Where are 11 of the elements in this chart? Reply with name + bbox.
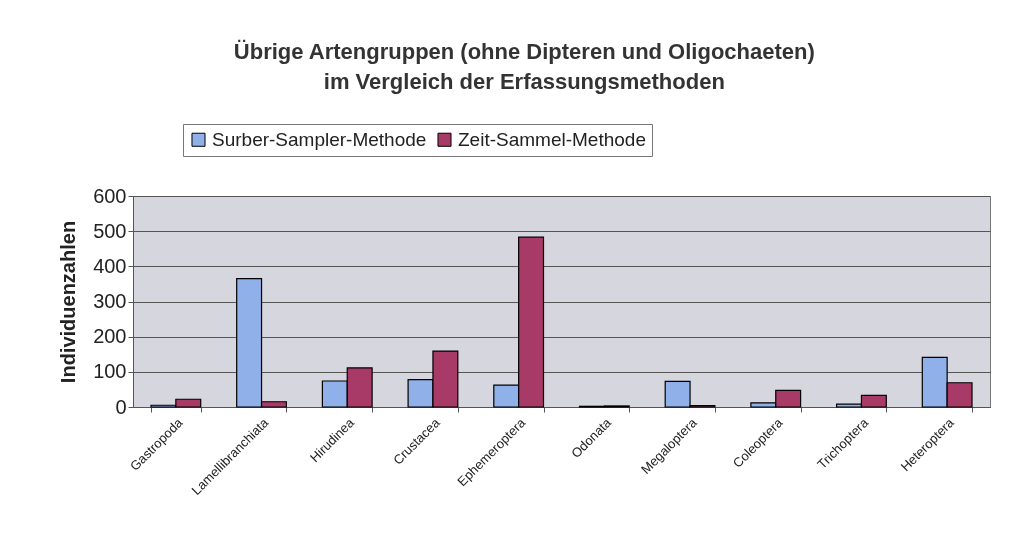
legend-label: Surber-Sampler-Methode [212, 128, 427, 150]
y-tick-label: 400 [93, 254, 127, 277]
y-tick-label: 200 [93, 325, 127, 348]
legend-label: Zeit-Sammel-Methode [458, 128, 646, 150]
y-tick-label: 300 [93, 290, 127, 312]
chart-title: Übrige Artengruppen (ohne Dipteren und Oligochaeten) im Vergleich der Erfassungsmethoden [233, 38, 815, 94]
y-tick-label: 600 [93, 184, 127, 207]
y-tick-label: 100 [93, 360, 127, 383]
y-tick-label: 0 [115, 395, 127, 418]
y-axis-title: Individuenzahlen [57, 220, 80, 384]
y-tick-label: 500 [93, 219, 127, 242]
